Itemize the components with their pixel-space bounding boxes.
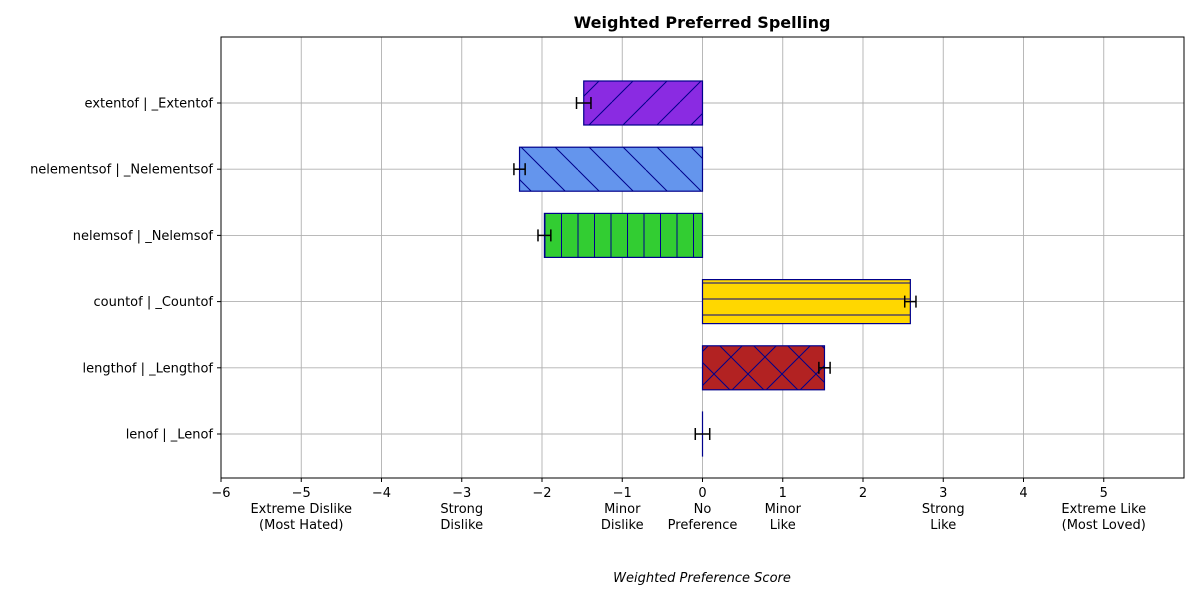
bar — [701, 345, 826, 391]
x-annotation-label: Like — [770, 518, 796, 533]
x-annotation-label: Extreme Like — [1061, 502, 1146, 517]
x-axis: −6 −5 −4 −3 −2 −1 0 1 2 3 4 5 — [211, 478, 1108, 501]
x-annotation-label: Preference — [668, 518, 738, 533]
error-bars — [513, 97, 917, 440]
x-tick-label: −2 — [532, 486, 551, 501]
x-tick-label: −4 — [372, 486, 391, 501]
y-tick-label: lenof | _Lenof — [126, 428, 214, 443]
x-annotation-label: Dislike — [440, 518, 483, 533]
x-annotation-label: Minor — [604, 502, 641, 517]
x-annotation-label: Dislike — [601, 518, 644, 533]
error-bar — [575, 97, 592, 109]
x-tick-label: 2 — [859, 486, 867, 501]
x-tick-label: 5 — [1100, 486, 1108, 501]
bar — [701, 279, 911, 325]
y-tick-label: lengthof | _Lengthof — [83, 361, 214, 376]
y-axis: extentof | _Extentof nelementsof | _Nelem… — [30, 97, 221, 443]
x-tick-label: −1 — [613, 486, 632, 501]
x-annotation-label: (Most Loved) — [1062, 518, 1146, 533]
x-tick-label: 3 — [939, 486, 947, 501]
x-annotations: Extreme Dislike(Most Hated)StrongDislike… — [250, 502, 1146, 533]
x-annotation-label: Extreme Dislike — [250, 502, 352, 517]
x-axis-label: Weighted Preference Score — [613, 571, 791, 586]
bar — [583, 80, 704, 126]
bars — [518, 80, 911, 457]
y-tick-label: nelementsof | _Nelementsof — [30, 163, 213, 178]
error-bar — [513, 163, 526, 176]
x-annotation-label: Minor — [765, 502, 802, 517]
x-tick-label: −5 — [292, 486, 311, 501]
error-bar — [694, 428, 711, 440]
bar — [518, 146, 704, 192]
y-tick-label: countof | _Countof — [94, 295, 214, 310]
x-annotation-label: Strong — [922, 502, 965, 517]
chart-title: Weighted Preferred Spelling — [574, 13, 831, 32]
x-annotation-label: No — [694, 502, 712, 517]
x-annotation-label: (Most Hated) — [259, 518, 343, 533]
x-tick-label: −3 — [452, 486, 471, 501]
x-tick-label: 4 — [1019, 486, 1027, 501]
y-tick-label: nelemsof | _Nelemsof — [73, 229, 214, 244]
bar — [543, 212, 704, 258]
y-tick-label: extentof | _Extentof — [85, 97, 214, 112]
error-bar — [537, 229, 552, 242]
error-bar — [818, 361, 831, 374]
x-tick-label: 1 — [779, 486, 787, 501]
error-bar — [903, 295, 917, 308]
x-tick-label: 0 — [698, 486, 706, 501]
x-annotation-label: Like — [930, 518, 956, 533]
x-annotation-label: Strong — [440, 502, 483, 517]
x-tick-label: −6 — [211, 486, 230, 501]
